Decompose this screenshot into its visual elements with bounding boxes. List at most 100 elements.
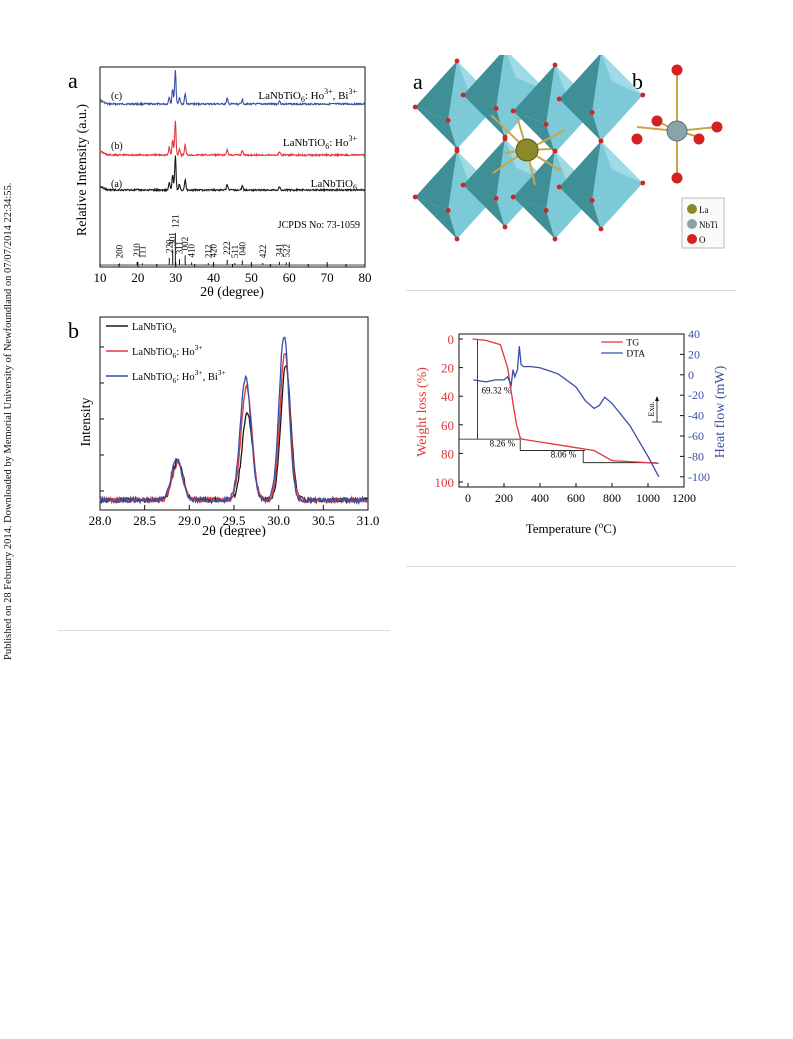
atom-legend-dot-nbti xyxy=(687,219,697,229)
panel-label-b: b xyxy=(68,318,79,343)
exo-arrow-head xyxy=(655,396,659,401)
x-tick-label: 40 xyxy=(207,270,220,285)
x-tick-label: 80 xyxy=(359,270,372,285)
panel-label-a: a xyxy=(68,68,78,93)
x-tick-label: 70 xyxy=(321,270,334,285)
annotation-826: 8.26 % xyxy=(490,438,516,448)
x-tick-label: 10 xyxy=(94,270,107,285)
plot-frame xyxy=(99,66,366,268)
reflection-hkl: 040 xyxy=(237,242,247,256)
figure1-bottom-rule xyxy=(58,630,390,631)
tg-curve xyxy=(472,338,659,465)
atom-legend-label: La xyxy=(699,205,709,215)
x-axis-label: 2θ (degree) xyxy=(200,285,264,300)
reflection-hkl: 002 xyxy=(180,237,190,251)
la-atom xyxy=(515,138,539,162)
atom-legend-label: NbTi xyxy=(699,220,718,230)
x-tick-label: 50 xyxy=(245,270,258,285)
x-tick-label: 200 xyxy=(495,491,513,505)
right-y-axis-label: Heat flow (mW) xyxy=(713,365,728,458)
x-tick-label: 29.0 xyxy=(178,513,201,528)
x-axis-label: 2θ (degree) xyxy=(202,524,266,537)
x-tick-label: 20 xyxy=(131,270,144,285)
crystal-panel-label-b: b xyxy=(632,69,643,94)
trace-legend-a: LaNbTiO6 xyxy=(311,178,357,192)
legend-entry: LaNbTiO6 xyxy=(132,322,176,335)
reflection-hkl: 311 xyxy=(175,241,185,254)
zoom-trace-undoped xyxy=(99,365,368,506)
nbti-octahedron xyxy=(631,64,723,184)
right-y-tick-label: -100 xyxy=(688,470,710,484)
annotation-806: 8.06 % xyxy=(551,450,577,460)
left-y-tick-label: 100 xyxy=(435,475,455,490)
reflection-hkl: 212 xyxy=(203,245,213,259)
figure2-bottom-rule xyxy=(406,290,736,291)
right-y-tick-label: -40 xyxy=(688,409,704,423)
x-axis-label: Temperature (oC) xyxy=(526,520,617,536)
x-tick-label: 31.0 xyxy=(357,513,380,528)
reflection-hkl: 301 xyxy=(168,232,178,246)
jcpds-label: JCPDS No: 73-1059 xyxy=(278,220,360,231)
reflection-hkl: 422 xyxy=(258,245,268,259)
legend-label-dta: DTA xyxy=(626,350,645,360)
y-axis-label: Relative Intensity (a.u.) xyxy=(75,104,90,237)
legend-entry: LaNbTiO6: Ho3+ xyxy=(132,343,203,360)
legend-label-tg: TG xyxy=(626,339,639,349)
xrd-zoom-chart: b 28.0 28.5 29.0 29.5 30.0 30.5 31.0 LaNbTiO6 L… xyxy=(68,316,380,537)
right-y-tick-label: -80 xyxy=(688,449,704,463)
left-y-tick-label: 20 xyxy=(441,361,454,376)
xrd-trace-c xyxy=(99,70,366,107)
reflection-hkl: 410 xyxy=(187,243,197,257)
trace-legend-b: LaNbTiO6: Ho3+ xyxy=(283,134,358,151)
x-tick-label: 600 xyxy=(567,491,585,505)
atom-legend-dot-o xyxy=(687,234,697,244)
figure3-bottom-rule xyxy=(406,566,736,567)
right-y-tick-label: -20 xyxy=(688,388,704,402)
reflection-hkl: 220 xyxy=(164,239,174,253)
plot-frame xyxy=(458,333,685,488)
reflection-hkl: 200 xyxy=(115,244,125,258)
trace-tag-b: (b) xyxy=(111,141,123,152)
x-tick-label: 29.5 xyxy=(223,513,246,528)
x-tick-label: 400 xyxy=(531,491,549,505)
right-y-tick-label: 40 xyxy=(688,327,700,341)
left-y-axis-label: Weight loss (%) xyxy=(415,367,430,457)
reflection-hkl: 210 xyxy=(132,243,142,257)
x-tick-label: 800 xyxy=(603,491,621,505)
xrd-trace-a xyxy=(99,155,366,193)
legend-entry: LaNbTiO6: Ho3+, Bi3+ xyxy=(132,368,226,385)
left-y-tick-label: 0 xyxy=(448,332,455,347)
reflection-hkl: 111 xyxy=(137,246,147,259)
exo-label: Exo. xyxy=(647,402,656,417)
x-tick-label: 1200 xyxy=(672,491,696,505)
left-y-tick-label: 40 xyxy=(441,389,454,404)
x-tick-label: 28.5 xyxy=(133,513,156,528)
left-y-tick-label: 60 xyxy=(441,418,454,433)
atom-legend-dot-la xyxy=(687,204,697,214)
x-tick-label: 60 xyxy=(283,270,296,285)
x-tick-label: 30.0 xyxy=(267,513,290,528)
trace-legend-c: LaNbTiO6: Ho3+, Bi3+ xyxy=(258,87,357,104)
reflection-hkl: 522 xyxy=(281,244,291,258)
crystal-panel-label-a: a xyxy=(413,69,423,94)
atom-legend-label: O xyxy=(699,235,706,245)
trace-tag-c: (c) xyxy=(111,91,122,102)
zoom-trace-ho-bi xyxy=(99,336,368,505)
reflection-hkl: 420 xyxy=(209,243,219,257)
y-axis-label: Intensity xyxy=(79,398,94,447)
sidebar-note-text: Published on 28 February 2014. Downloade… xyxy=(3,182,14,660)
x-tick-label: 1000 xyxy=(636,491,660,505)
xrd-trace-b xyxy=(99,120,365,158)
right-y-tick-label: 0 xyxy=(688,368,694,382)
annotation-69: 69.32 % xyxy=(482,385,513,395)
x-tick-label: 30 xyxy=(169,270,182,285)
reflection-hkl: 341 xyxy=(274,243,284,256)
x-tick-label: 28.0 xyxy=(89,513,112,528)
reflection-hkl: 511 xyxy=(230,245,240,258)
x-tick-label: 0 xyxy=(465,491,471,505)
left-y-tick-label: 80 xyxy=(441,446,454,461)
right-y-tick-label: 20 xyxy=(688,347,700,361)
reflection-hkl: 121 xyxy=(170,215,180,229)
trace-tag-a: (a) xyxy=(111,179,122,190)
